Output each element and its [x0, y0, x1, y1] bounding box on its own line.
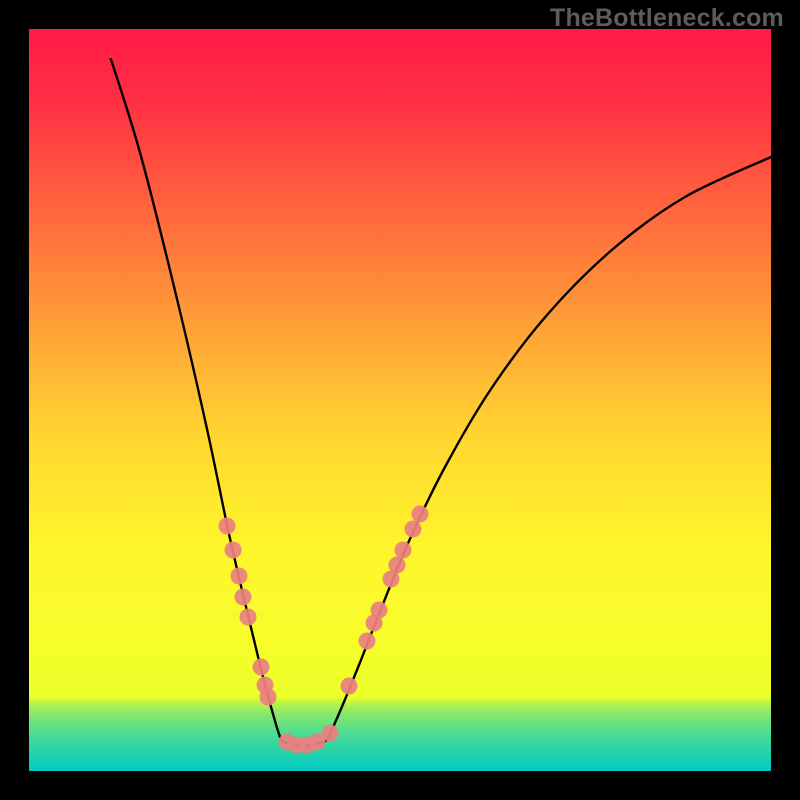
data-marker: [235, 589, 252, 606]
data-marker: [359, 633, 376, 650]
data-marker: [395, 542, 412, 559]
data-marker: [253, 659, 270, 676]
data-marker: [240, 609, 257, 626]
data-marker: [371, 602, 388, 619]
plot-background: [29, 29, 771, 771]
data-marker: [260, 689, 277, 706]
data-marker: [231, 568, 248, 585]
chart-svg: [0, 0, 800, 800]
chart-stage: TheBottleneck.com: [0, 0, 800, 800]
data-marker: [225, 542, 242, 559]
data-marker: [412, 506, 429, 523]
data-marker: [389, 557, 406, 574]
data-marker: [405, 521, 422, 538]
watermark-text: TheBottleneck.com: [550, 4, 784, 33]
data-marker: [322, 725, 339, 742]
data-marker: [219, 518, 236, 535]
data-marker: [341, 678, 358, 695]
